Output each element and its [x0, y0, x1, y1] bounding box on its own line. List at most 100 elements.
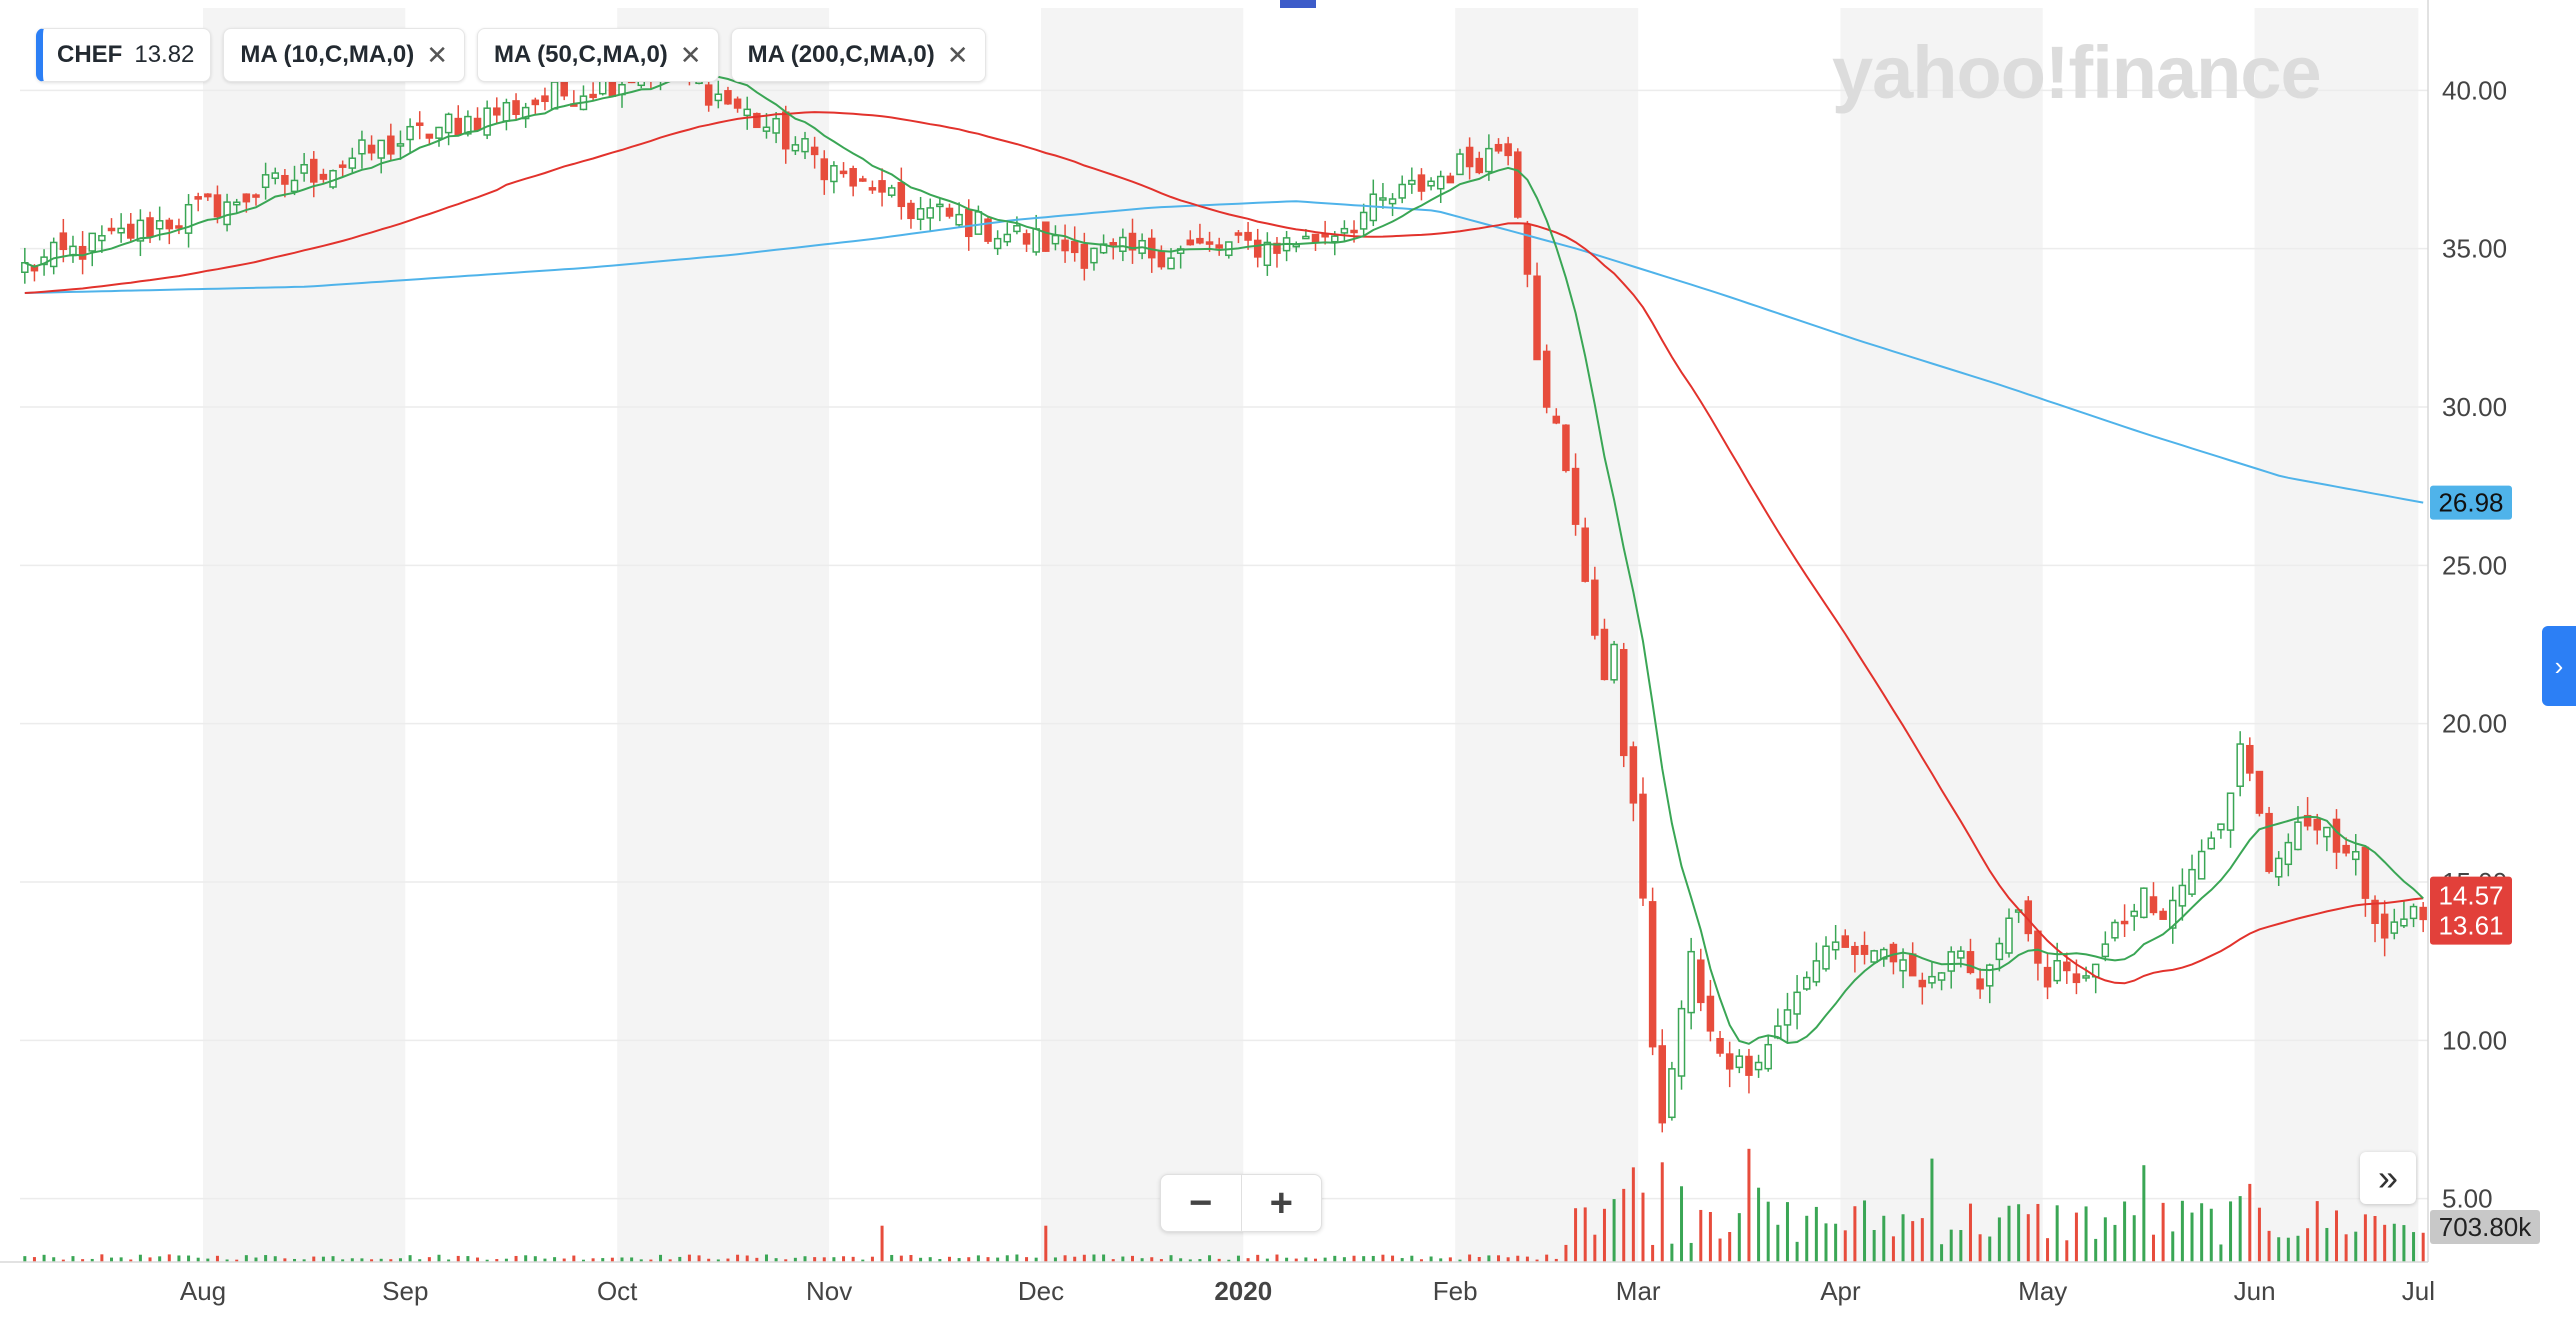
- volume-bar: [813, 1257, 817, 1262]
- candle-body: [1725, 1053, 1734, 1070]
- candle-body: [541, 95, 549, 103]
- volume-bar: [398, 1258, 402, 1262]
- candle-body: [772, 117, 780, 134]
- candle-body: [1610, 643, 1618, 681]
- zoom-in-button[interactable]: +: [1240, 1175, 1322, 1231]
- candle-body: [2005, 917, 2013, 954]
- y-tick-label: 25.00: [2442, 550, 2507, 580]
- candle-body: [1533, 275, 1541, 361]
- volume-bar: [1728, 1232, 1732, 1262]
- candle-body: [300, 163, 308, 174]
- close-icon[interactable]: ✕: [679, 39, 702, 70]
- month-bands: [203, 8, 2419, 1262]
- volume-bar: [1053, 1257, 1057, 1262]
- volume-bar: [2344, 1234, 2348, 1262]
- candle-body: [878, 180, 886, 193]
- candle-body: [1629, 746, 1638, 804]
- volume-bar: [832, 1257, 836, 1262]
- expand-range-button[interactable]: »: [2360, 1152, 2416, 1204]
- volume-bar: [687, 1254, 691, 1262]
- zoom-controls: − +: [1160, 1174, 1322, 1232]
- volume-bar: [1217, 1258, 1221, 1262]
- volume-bar: [1997, 1217, 2001, 1262]
- volume-bar: [1179, 1258, 1183, 1262]
- candle-body: [1311, 233, 1320, 243]
- volume-bar: [1612, 1199, 1616, 1262]
- candle-body: [483, 107, 491, 136]
- study-pill-ma200[interactable]: MA (200,C,MA,0) ✕: [730, 28, 986, 82]
- candle-body: [1928, 975, 1936, 984]
- volume-bar: [235, 1259, 239, 1262]
- candle-body: [1485, 147, 1493, 173]
- volume-bar: [649, 1259, 653, 1262]
- symbol-value: 13.82: [134, 41, 195, 68]
- candle-body: [1215, 244, 1223, 249]
- volume-bar: [215, 1255, 219, 1262]
- candle-body: [897, 181, 906, 208]
- candle-body: [916, 208, 925, 221]
- volume-bar: [1121, 1256, 1125, 1262]
- volume-bar: [610, 1257, 614, 1262]
- ma50-badge: 14.57: [2438, 881, 2503, 911]
- volume-bar: [1988, 1236, 1992, 1262]
- volume-bar: [244, 1255, 248, 1262]
- volume-bar: [32, 1257, 36, 1262]
- side-panel-toggle[interactable]: ›: [2542, 626, 2576, 706]
- volume-badge-bg: [2430, 1210, 2540, 1244]
- candle-body: [232, 201, 241, 206]
- candle-body: [204, 193, 212, 198]
- candle-body: [2246, 744, 2254, 774]
- candle-body: [1051, 234, 1060, 245]
- candle-body: [714, 93, 723, 102]
- candle-body: [993, 237, 1002, 250]
- volume-bar: [543, 1258, 547, 1262]
- volume-bar: [1920, 1218, 1924, 1262]
- volume-bar: [880, 1225, 884, 1262]
- volume-bar: [1776, 1224, 1780, 1262]
- candle-body: [1571, 467, 1580, 525]
- candle-body: [2149, 896, 2158, 914]
- volume-bar: [1005, 1255, 1009, 1262]
- candle-body: [406, 125, 414, 141]
- study-pill-ma50[interactable]: MA (50,C,MA,0) ✕: [477, 28, 719, 82]
- candle-body: [1234, 232, 1243, 236]
- ma200-badge-bg: [2430, 485, 2512, 520]
- volume-bar: [630, 1257, 634, 1262]
- candle-body: [387, 135, 395, 155]
- candle-body: [1957, 950, 1965, 959]
- candle-body: [1754, 1061, 1763, 1071]
- volume-bar: [437, 1254, 441, 1262]
- volume-bar: [350, 1258, 354, 1262]
- volume-bar: [447, 1259, 451, 1262]
- candle-body: [2419, 906, 2427, 921]
- zoom-out-button[interactable]: −: [1189, 1180, 1213, 1225]
- volume-bar: [1699, 1209, 1703, 1262]
- candle-body: [2294, 821, 2302, 851]
- candle-body: [743, 108, 751, 117]
- candle-body: [2111, 921, 2119, 939]
- volume-bar: [938, 1259, 942, 1262]
- candle-body: [704, 84, 713, 106]
- close-icon[interactable]: ✕: [946, 39, 969, 70]
- volume-bar: [1111, 1259, 1115, 1262]
- candle-body: [1648, 901, 1657, 1048]
- candle-body: [290, 179, 299, 193]
- candle-body: [1494, 143, 1503, 152]
- volume-bar: [81, 1259, 85, 1262]
- candle-body: [2072, 973, 2081, 984]
- volume-bar: [745, 1255, 749, 1262]
- volume-bar: [2200, 1203, 2204, 1262]
- candle-body: [868, 187, 877, 191]
- x-tick-label: Jun: [2234, 1276, 2276, 1306]
- study-pill-ma10[interactable]: MA (10,C,MA,0) ✕: [223, 28, 465, 82]
- volume-bar: [1198, 1259, 1202, 1262]
- candle-body: [1562, 424, 1570, 472]
- candle-body: [1465, 146, 1474, 168]
- candle-body: [1581, 527, 1589, 582]
- close-icon[interactable]: ✕: [426, 39, 448, 70]
- volume-bar: [2180, 1200, 2184, 1262]
- candle-body: [1408, 179, 1416, 185]
- symbol-pill[interactable]: CHEF 13.82: [36, 28, 212, 82]
- candle-body: [2323, 826, 2331, 838]
